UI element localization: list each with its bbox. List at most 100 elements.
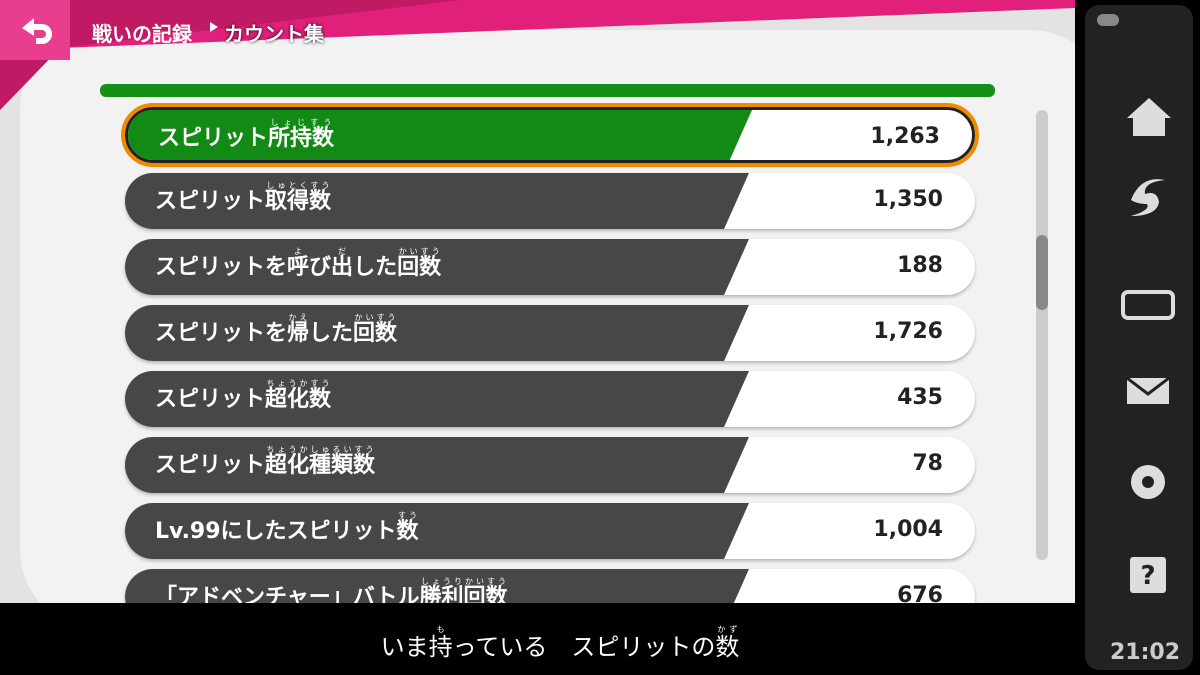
sidebar: ? xyxy=(1075,0,1200,675)
word: スピリット xyxy=(158,126,269,151)
online-icon[interactable] xyxy=(1121,290,1175,320)
row-label: スピリットを帰かえした回数かいすう xyxy=(155,313,397,347)
scrollbar xyxy=(1036,110,1048,560)
furigana: かいすう xyxy=(397,247,442,256)
row-label-bg xyxy=(125,173,749,229)
z-icon xyxy=(1097,14,1119,26)
row-value: 1,726 xyxy=(873,319,943,344)
count-row[interactable]: スピリットを帰かえした回数かいすう 1,726 xyxy=(125,305,975,361)
row-value: 188 xyxy=(897,253,943,278)
row-value: 435 xyxy=(897,385,943,410)
word: 「アドベンチャー」バトル xyxy=(155,585,420,603)
row-label-bg xyxy=(125,371,749,427)
scroll-thumb xyxy=(1036,235,1048,310)
description-bar: いま持もっている スピリットの数かず xyxy=(0,603,1075,675)
furigana: しょうりかいすう xyxy=(419,577,508,586)
count-row[interactable]: スピリット超化数ちょうかすう 435 xyxy=(125,371,975,427)
row-label-bg xyxy=(125,437,749,493)
furigana: も xyxy=(428,625,453,634)
furigana: よ xyxy=(287,247,310,256)
spirits-icon[interactable] xyxy=(1131,179,1165,216)
ruby-word: 回数かいすう xyxy=(397,247,441,280)
furigana: しょじすう xyxy=(268,118,335,127)
word: 取得数 xyxy=(265,189,332,214)
header-band-dark xyxy=(0,0,460,110)
row-label: Lv.99にしたスピリット数すう xyxy=(155,511,419,545)
furigana: かえ xyxy=(287,313,310,322)
row-label-bg xyxy=(125,569,749,603)
count-row[interactable]: スピリット超化種類数ちょうかしゅるいすう 78 xyxy=(125,437,975,493)
count-row[interactable]: スピリットを呼よび出だした回数かいすう 188 xyxy=(125,239,975,295)
ruby-word: 持も xyxy=(429,625,453,661)
row-label-bg xyxy=(125,239,749,295)
row-label: スピリットを呼よび出だした回数かいすう xyxy=(155,247,441,281)
row-label: 「アドベンチャー」バトル勝利回数しょうりかいすう xyxy=(155,577,507,603)
word: 出 xyxy=(331,255,354,280)
count-row[interactable]: スピリット取得数しゅとくすう 1,350 xyxy=(125,173,975,229)
word: スピリットを xyxy=(155,321,288,346)
row-value: 676 xyxy=(897,583,943,603)
word: っている スピリットの xyxy=(452,633,716,661)
word: 帰 xyxy=(287,321,310,346)
word: 数 xyxy=(396,519,419,544)
row-label: スピリット所持数しょじすう xyxy=(158,118,334,152)
header-band xyxy=(0,0,1075,110)
furigana: しゅとくすう xyxy=(265,181,332,190)
top-bar xyxy=(100,84,995,97)
row-label: スピリット超化種類数ちょうかしゅるいすう xyxy=(155,445,375,479)
clock: 21:02 xyxy=(1110,640,1181,665)
word: 回数 xyxy=(353,321,398,346)
ruby-word: 回数かいすう xyxy=(353,313,398,346)
ruby-word: 数かず xyxy=(715,625,740,661)
home-icon[interactable] xyxy=(1127,98,1171,136)
furigana: かず xyxy=(715,625,740,634)
mail-flap xyxy=(1126,376,1170,396)
furigana: かいすう xyxy=(353,313,398,322)
row-value: 1,004 xyxy=(873,517,943,542)
row-value: 78 xyxy=(912,451,943,476)
word: 勝利回数 xyxy=(419,585,508,603)
ruby-word: 呼よ xyxy=(287,247,310,280)
row-value: 1,350 xyxy=(873,187,943,212)
word: スピリットを xyxy=(155,255,288,280)
side-icons: ? xyxy=(1097,14,1175,593)
description: いま持もっている スピリットの数かず xyxy=(0,625,1120,662)
header-art xyxy=(0,0,1075,110)
breadcrumb: 戦いの記録 カウント集 xyxy=(92,18,324,47)
count-row[interactable]: スピリット所持数しょじすう 1,263 xyxy=(121,103,979,167)
furigana: すう xyxy=(396,511,419,520)
list: スピリット所持数しょじすう 1,263 スピリット取得数しゅとくすう 1,350 スピリ… xyxy=(121,103,979,603)
ruby-word: 勝利回数しょうりかいすう xyxy=(419,577,508,603)
word: した xyxy=(353,255,398,280)
row-label-bg xyxy=(125,305,749,361)
row-value: 1,263 xyxy=(870,124,940,149)
help-icon[interactable] xyxy=(1130,557,1166,593)
ruby-word: 超化数ちょうかすう xyxy=(265,379,332,412)
word: Lv.99にしたスピリット xyxy=(155,519,397,544)
crumb-arrow xyxy=(210,22,218,32)
count-row[interactable]: 「アドベンチャー」バトル勝利回数しょうりかいすう 676 xyxy=(125,569,975,603)
furigana: ちょうかしゅるいすう xyxy=(265,445,376,454)
back-icon xyxy=(22,18,52,44)
furigana: ちょうかすう xyxy=(265,379,332,388)
ruby-word: 所持数しょじすう xyxy=(268,118,334,151)
word: スピリット xyxy=(155,189,266,214)
ruby-word: 取得数しゅとくすう xyxy=(265,181,332,214)
word: 呼 xyxy=(287,255,310,280)
row-label-bg xyxy=(128,110,752,160)
word: スピリット xyxy=(155,453,266,478)
help-mark: ? xyxy=(1140,561,1155,591)
word: 数 xyxy=(715,633,740,661)
ruby-word: 超化種類数ちょうかしゅるいすう xyxy=(265,445,376,478)
settings-hole xyxy=(1142,476,1154,488)
ruby-word: 数すう xyxy=(396,511,419,544)
word: 超化種類数 xyxy=(265,453,376,478)
count-row[interactable]: Lv.99にしたスピリット数すう 1,004 xyxy=(125,503,975,559)
word: び xyxy=(309,255,332,280)
word: 超化数 xyxy=(265,387,332,412)
row-label: スピリット取得数しゅとくすう xyxy=(155,181,331,215)
crumb: 戦いの記録 xyxy=(92,22,192,46)
word: した xyxy=(309,321,354,346)
row-label: スピリット超化数ちょうかすう xyxy=(155,379,331,413)
furigana: だ xyxy=(331,247,354,256)
